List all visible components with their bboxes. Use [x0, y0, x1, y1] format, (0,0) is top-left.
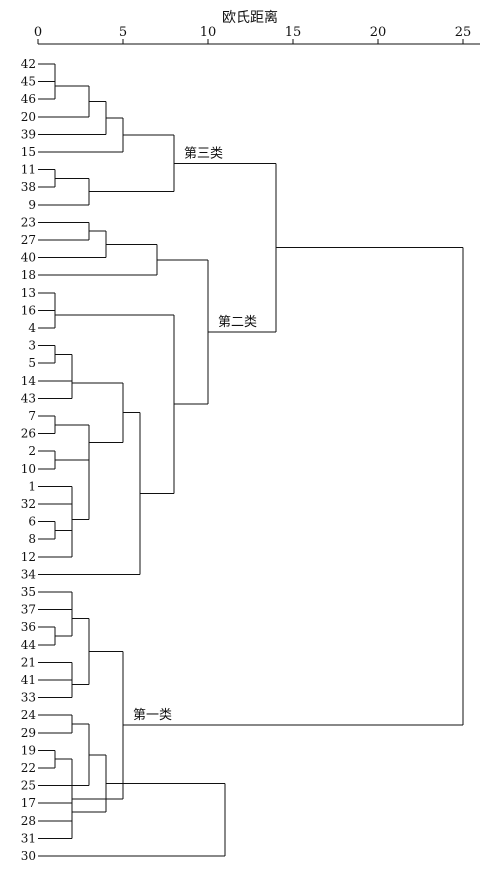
leaf-label: 20: [21, 110, 36, 124]
leaf-label: 39: [21, 127, 36, 141]
leaf-label: 7: [28, 409, 36, 423]
leaf-label: 5: [28, 356, 36, 370]
leaf-label: 16: [21, 303, 36, 317]
leaf-label: 3: [28, 339, 36, 353]
leaf-label: 8: [28, 532, 36, 546]
leaf-label: 9: [28, 198, 36, 212]
leaf-label: 31: [21, 831, 36, 845]
leaf-label: 33: [21, 691, 36, 705]
leaf-label: 25: [21, 779, 36, 793]
tick-label: 25: [455, 25, 472, 40]
leaf-label: 12: [21, 550, 36, 564]
tick-label: 0: [34, 25, 42, 40]
leaf-label: 32: [21, 497, 36, 511]
leaf-label: 4: [28, 321, 36, 335]
leaf-label: 43: [21, 391, 36, 405]
leaf-label: 26: [21, 427, 36, 441]
tick-label: 15: [285, 25, 302, 40]
cluster-label: 第二类: [218, 315, 257, 330]
tick-label: 20: [370, 25, 387, 40]
axis-title: 欧氏距离: [222, 9, 278, 26]
cluster-label: 第一类: [133, 708, 172, 723]
leaf-label: 41: [21, 673, 36, 687]
leaf-label: 40: [21, 251, 36, 265]
leaf-label: 38: [21, 180, 36, 194]
leaf-label: 2: [28, 444, 36, 458]
leaf-label: 42: [21, 57, 36, 71]
leaf-label: 21: [21, 655, 36, 669]
leaf-label: 10: [21, 462, 36, 476]
leaf-label: 23: [21, 215, 36, 229]
leaf-label: 37: [21, 603, 36, 617]
leaf-label: 29: [21, 726, 36, 740]
leaf-label: 19: [21, 743, 36, 757]
leaf-label: 30: [21, 849, 36, 863]
branches: [38, 63, 464, 857]
leaf-label: 45: [21, 75, 36, 89]
leaf-label: 22: [21, 761, 36, 775]
leaf-label: 17: [21, 796, 36, 810]
leaf-label: 18: [21, 268, 36, 282]
leaf-label: 13: [21, 286, 36, 300]
leaf-label: 27: [21, 233, 36, 247]
leaf-label: 1: [28, 479, 36, 493]
leaf-label: 36: [21, 620, 36, 634]
leaf-label: 34: [21, 567, 37, 581]
cluster-label: 第三类: [184, 146, 223, 161]
leaf-label: 24: [21, 708, 37, 722]
leaf-label: 46: [21, 92, 36, 106]
leaf-label: 11: [21, 163, 36, 177]
leaf-labels: 4245462039151138923274018131643514437262…: [21, 57, 37, 863]
tick-label: 10: [200, 25, 217, 40]
leaf-label: 15: [21, 145, 36, 159]
leaf-label: 14: [21, 374, 37, 388]
axis-ticks: 0 5 10 15 20 25: [34, 25, 471, 44]
leaf-label: 6: [28, 515, 36, 529]
leaf-label: 28: [21, 814, 36, 828]
leaf-label: 35: [21, 585, 36, 599]
leaf-label: 44: [21, 638, 37, 652]
tick-label: 5: [119, 25, 127, 40]
